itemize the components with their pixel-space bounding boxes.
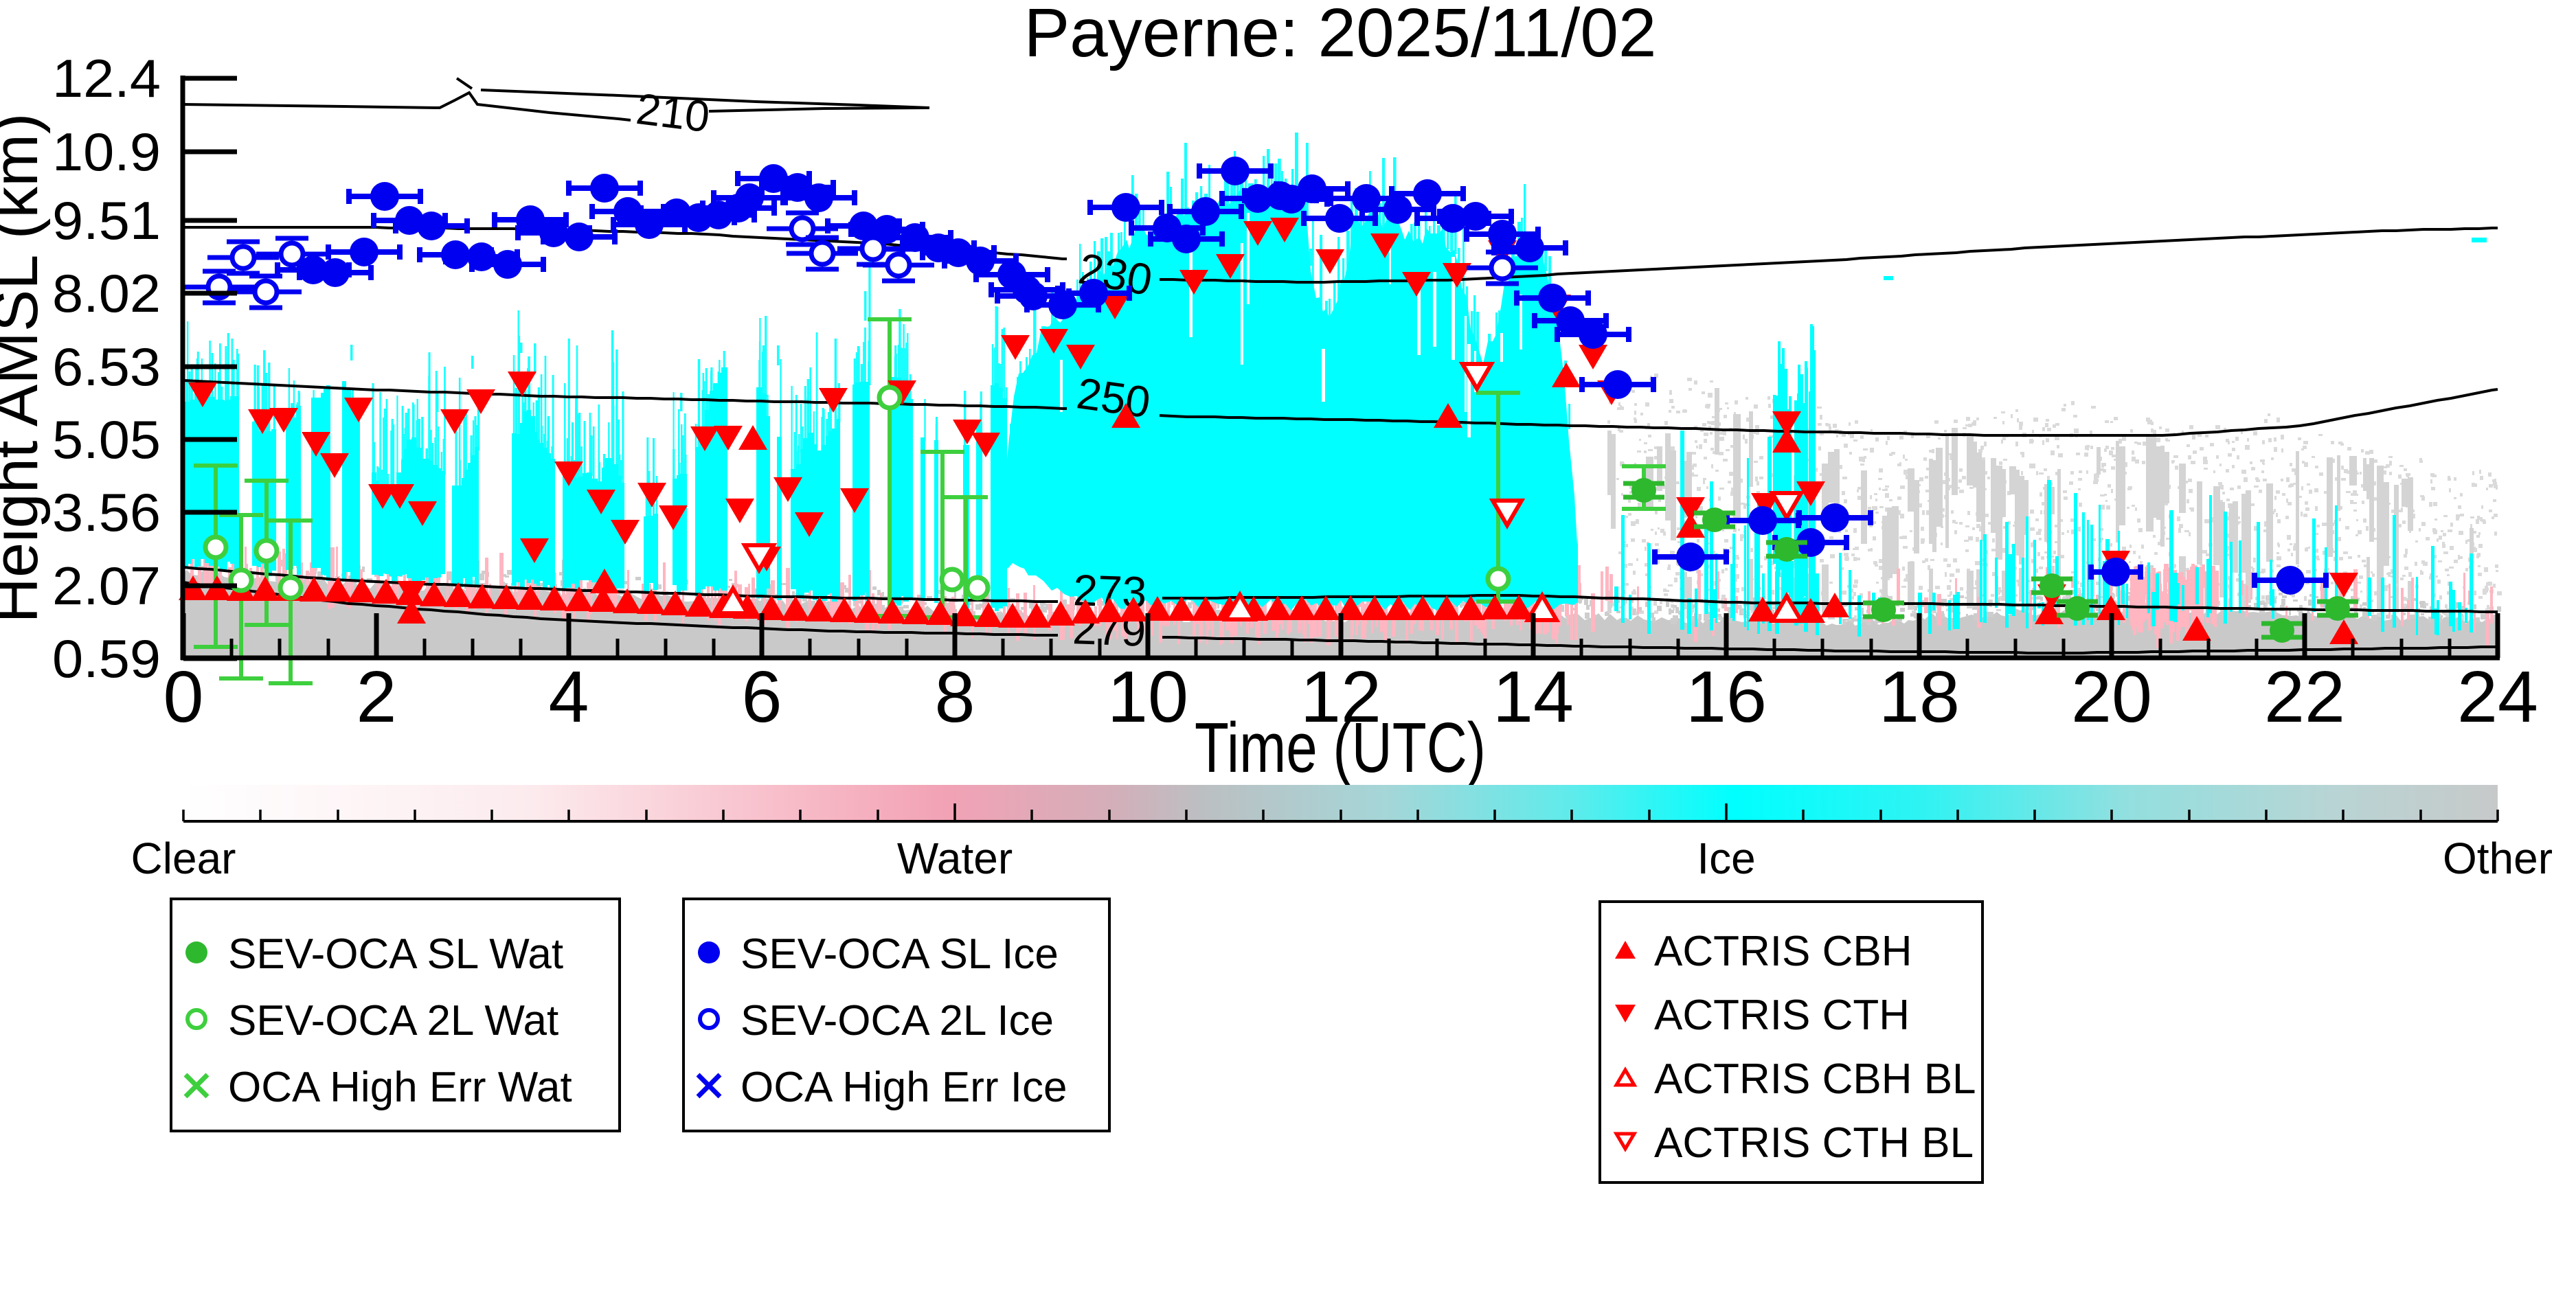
svg-text:SEV-OCA SL Wat: SEV-OCA SL Wat: [228, 930, 563, 978]
svg-text:0: 0: [163, 656, 204, 738]
svg-text:Clear: Clear: [131, 834, 236, 883]
svg-text:Payerne: 2025/11/02: Payerne: 2025/11/02: [1024, 0, 1656, 71]
svg-text:250: 250: [1074, 368, 1153, 427]
svg-text:12: 12: [1300, 656, 1381, 738]
svg-text:SEV-OCA SL Ice: SEV-OCA SL Ice: [741, 930, 1059, 978]
svg-text:3.56: 3.56: [52, 482, 161, 542]
svg-text:0.59: 0.59: [52, 628, 161, 689]
svg-text:ACTRIS CBH BL: ACTRIS CBH BL: [1654, 1055, 1976, 1103]
svg-text:10: 10: [1107, 656, 1188, 738]
svg-text:20: 20: [2071, 656, 2152, 738]
svg-text:SEV-OCA 2L Wat: SEV-OCA 2L Wat: [228, 997, 558, 1044]
svg-text:14: 14: [1493, 656, 1574, 738]
svg-text:22: 22: [2264, 656, 2345, 738]
svg-text:Other: Other: [2443, 834, 2553, 883]
svg-text:6.53: 6.53: [52, 336, 161, 397]
svg-text:Water: Water: [897, 834, 1013, 883]
svg-text:2.07: 2.07: [52, 556, 161, 616]
svg-text:8.02: 8.02: [52, 263, 161, 323]
svg-text:ACTRIS CTH: ACTRIS CTH: [1654, 992, 1910, 1039]
svg-text:6: 6: [742, 656, 782, 738]
svg-text:ACTRIS CTH BL: ACTRIS CTH BL: [1654, 1119, 1974, 1167]
svg-text:OCA High Err Ice: OCA High Err Ice: [741, 1064, 1067, 1111]
svg-text:9.51: 9.51: [52, 190, 161, 251]
svg-text:12.4: 12.4: [52, 48, 161, 108]
svg-text:Time (UTC): Time (UTC): [1195, 708, 1486, 787]
svg-text:18: 18: [1879, 656, 1960, 738]
svg-text:SEV-OCA 2L Ice: SEV-OCA 2L Ice: [741, 997, 1054, 1044]
svg-text:Height AMSL (km): Height AMSL (km): [0, 113, 51, 623]
svg-text:OCA High Err Wat: OCA High Err Wat: [228, 1064, 572, 1111]
svg-text:4: 4: [549, 656, 589, 738]
svg-text:2: 2: [357, 656, 397, 738]
svg-text:10.9: 10.9: [52, 122, 161, 182]
svg-text:ACTRIS CBH: ACTRIS CBH: [1654, 928, 1912, 975]
svg-text:16: 16: [1686, 656, 1767, 738]
svg-text:Ice: Ice: [1697, 834, 1755, 883]
svg-text:210: 210: [633, 84, 712, 141]
svg-text:5.05: 5.05: [52, 409, 161, 470]
svg-text:24: 24: [2457, 656, 2538, 738]
svg-text:8: 8: [935, 656, 975, 738]
